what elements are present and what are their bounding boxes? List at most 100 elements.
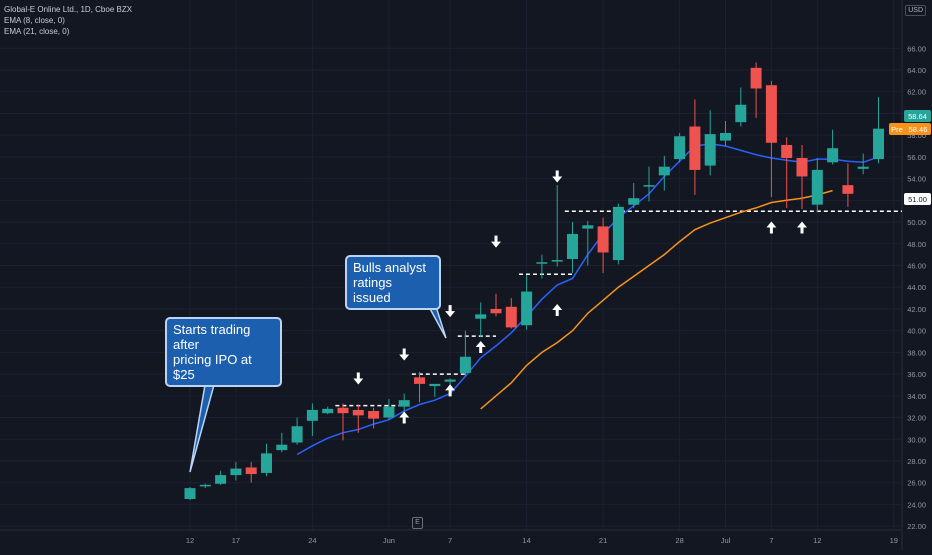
arrow-up-icon <box>475 340 486 353</box>
y-tick-label: 44.00 <box>907 283 926 292</box>
candle-body <box>658 166 670 176</box>
arrow-down-icon <box>491 235 501 248</box>
chart-legend: Global-E Online Ltd., 1D, Cboe BZX EMA (… <box>4 4 132 37</box>
x-tick-label: 17 <box>232 536 240 545</box>
candle-body <box>689 126 701 170</box>
y-tick-label: 46.00 <box>907 262 926 271</box>
y-tick-label: 58.00 <box>907 131 926 140</box>
candle-body <box>811 169 823 205</box>
arrow-up-icon <box>797 221 807 234</box>
candle-body <box>184 488 196 499</box>
x-tick-label: Jul <box>721 536 731 545</box>
signal-arrows <box>353 170 807 424</box>
candle-body <box>582 225 594 229</box>
ipo-annotation: Starts trading after pricing IPO at $25 <box>165 317 282 387</box>
candle-body <box>735 104 747 123</box>
candle-body <box>704 134 716 166</box>
arrow-up-icon <box>552 304 563 317</box>
y-tick-label: 54.00 <box>907 175 926 184</box>
candle-body <box>597 226 609 253</box>
arrow-up-icon <box>445 384 456 397</box>
arrow-down-icon <box>552 170 563 183</box>
axis-lines <box>0 0 903 550</box>
x-tick-label: 12 <box>186 536 194 545</box>
y-tick-label: 62.00 <box>907 88 926 97</box>
x-tick-label: 19 <box>890 536 898 545</box>
y-tick-label: 26.00 <box>907 479 926 488</box>
candle-body <box>444 379 456 382</box>
candle-body <box>306 409 318 421</box>
y-tick-label: 64.00 <box>907 66 926 75</box>
x-tick-label: 24 <box>308 536 316 545</box>
x-tick-label: 21 <box>599 536 607 545</box>
candle-body <box>643 185 655 187</box>
candle-body <box>521 291 533 326</box>
candle-body <box>842 185 854 194</box>
level-price-tag <box>904 193 931 205</box>
ema-line <box>480 189 833 410</box>
analyst-annotation: Bulls analyst ratings issued <box>345 255 441 310</box>
candles <box>184 62 884 501</box>
candle-body <box>567 234 578 259</box>
candle-body <box>352 409 364 416</box>
candle-body <box>505 306 517 328</box>
symbol-title[interactable]: Global-E Online Ltd., 1D, Cboe BZX <box>4 5 133 14</box>
y-tick-label: 42.00 <box>907 305 926 314</box>
arrow-up-icon <box>766 221 777 234</box>
candle-body <box>230 468 242 476</box>
candle-body <box>490 308 502 314</box>
pre-market-label: Pre <box>891 125 903 134</box>
x-tick-label: 7 <box>769 536 773 545</box>
candle-body <box>429 383 441 387</box>
candle-body <box>475 314 487 319</box>
candle-body <box>857 166 869 169</box>
x-axis: 12 17 24 Jun 7 14 21 28 Jul 7 12 19 <box>186 536 898 545</box>
y-tick-label: 28.00 <box>907 457 926 466</box>
pre-market-value: 58.46 <box>909 125 928 134</box>
candle-body <box>612 206 624 261</box>
y-tick-label: 48.00 <box>907 240 926 249</box>
candle-body <box>368 411 380 419</box>
y-tick-label: 22.00 <box>907 522 926 531</box>
y-tick-label: 66.00 <box>907 44 926 53</box>
candle-body <box>199 484 211 487</box>
ema8-legend[interactable]: EMA (8, close, 0) <box>4 16 65 25</box>
arrow-up-icon <box>399 411 410 424</box>
grid-lines <box>0 0 902 530</box>
x-tick-label: 14 <box>522 536 530 545</box>
x-tick-label: 28 <box>675 536 683 545</box>
candle-body <box>551 260 563 262</box>
price-labels: 58.64 Pre 58.46 51.00 <box>889 110 931 205</box>
x-tick-label: 12 <box>813 536 821 545</box>
candle-body <box>245 467 257 475</box>
y-tick-label: 24.00 <box>907 500 926 509</box>
candle-body <box>796 157 808 177</box>
candle-body <box>215 475 227 484</box>
candle-body <box>383 406 395 418</box>
last-price-tag <box>904 110 931 122</box>
candle-body <box>628 198 640 205</box>
x-tick-label: 7 <box>448 536 452 545</box>
candle-body <box>720 133 731 141</box>
candle-body <box>674 136 686 160</box>
candle-body <box>781 144 793 158</box>
currency-button[interactable]: USD <box>905 5 926 16</box>
candle-body <box>873 128 884 160</box>
earnings-icon[interactable]: E <box>412 517 423 529</box>
y-tick-label: 32.00 <box>907 414 926 423</box>
candle-body <box>291 426 303 443</box>
last-price-value: 58.64 <box>908 112 927 121</box>
candle-body <box>750 67 762 89</box>
candle-body <box>765 85 777 143</box>
y-tick-label: 50.00 <box>907 218 926 227</box>
x-tick-label: Jun <box>383 536 395 545</box>
candle-body <box>827 148 839 163</box>
arrow-down-icon <box>399 348 410 361</box>
y-tick-label: 40.00 <box>907 327 926 336</box>
y-tick-label: 34.00 <box>907 392 926 401</box>
ema21-legend[interactable]: EMA (21, close, 0) <box>4 27 70 36</box>
candle-body <box>337 407 349 414</box>
y-tick-label: 56.00 <box>907 153 926 162</box>
